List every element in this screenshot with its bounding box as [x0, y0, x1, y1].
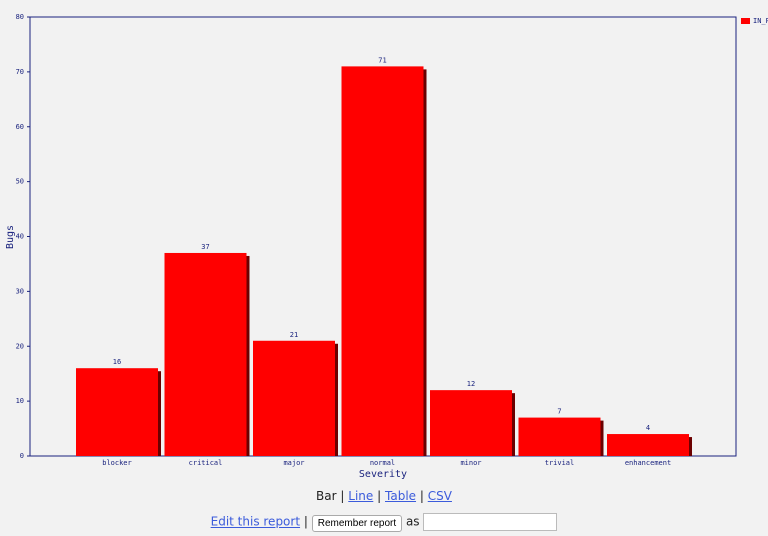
- value-label: 37: [201, 243, 209, 251]
- y-tick-label: 20: [16, 342, 24, 350]
- format-link[interactable]: Table: [385, 489, 417, 503]
- x-tick-label: enhancement: [625, 459, 671, 467]
- bar: [76, 368, 158, 456]
- legend-label: IN_P: [753, 17, 768, 25]
- separator: |: [340, 489, 345, 503]
- value-label: 16: [113, 358, 121, 366]
- y-tick-label: 60: [16, 123, 24, 131]
- value-label: 7: [557, 408, 561, 416]
- value-label: 4: [646, 424, 650, 432]
- y-tick-label: 30: [16, 287, 24, 295]
- y-tick-label: 0: [20, 452, 24, 460]
- bar: [341, 66, 424, 456]
- format-link[interactable]: Line: [348, 489, 374, 503]
- separator: |: [377, 489, 382, 503]
- x-tick-label: normal: [370, 459, 395, 467]
- remember-button[interactable]: Remember report: [311, 514, 403, 532]
- bar: [607, 434, 689, 456]
- y-tick-label: 40: [16, 233, 24, 241]
- bar: [430, 390, 512, 456]
- value-label: 12: [467, 380, 475, 388]
- value-label: 21: [290, 331, 298, 339]
- legend-swatch: [741, 18, 750, 24]
- current-format: Bar: [316, 489, 337, 503]
- separator: |: [419, 489, 424, 503]
- format-links: Bar | Line | Table | CSV: [0, 489, 768, 503]
- report-controls: Edit this report | Remember report as: [0, 513, 768, 532]
- separator: |: [303, 514, 308, 529]
- y-axis-label: Bugs: [5, 225, 16, 249]
- report-name-input[interactable]: [423, 513, 558, 531]
- x-axis-label: Severity: [359, 469, 407, 480]
- y-tick-label: 70: [16, 68, 24, 76]
- x-tick-label: critical: [189, 459, 223, 467]
- as-label: as: [405, 514, 420, 529]
- bar: [253, 340, 335, 456]
- x-tick-label: trivial: [545, 459, 575, 467]
- x-tick-label: major: [283, 459, 304, 467]
- bar: [518, 417, 601, 456]
- y-tick-label: 10: [16, 397, 24, 405]
- bar: [164, 252, 247, 456]
- format-link[interactable]: CSV: [427, 489, 452, 503]
- edit-link[interactable]: Edit this report: [210, 514, 301, 529]
- y-tick-label: 80: [16, 13, 24, 21]
- chart: Severity Bugs 0 10 20 30 40 50 60 70 80 blocker 16…: [5, 13, 768, 480]
- x-tick-label: minor: [460, 459, 481, 467]
- x-tick-label: blocker: [102, 459, 132, 467]
- y-tick-label: 50: [16, 178, 24, 186]
- value-label: 71: [378, 56, 386, 64]
